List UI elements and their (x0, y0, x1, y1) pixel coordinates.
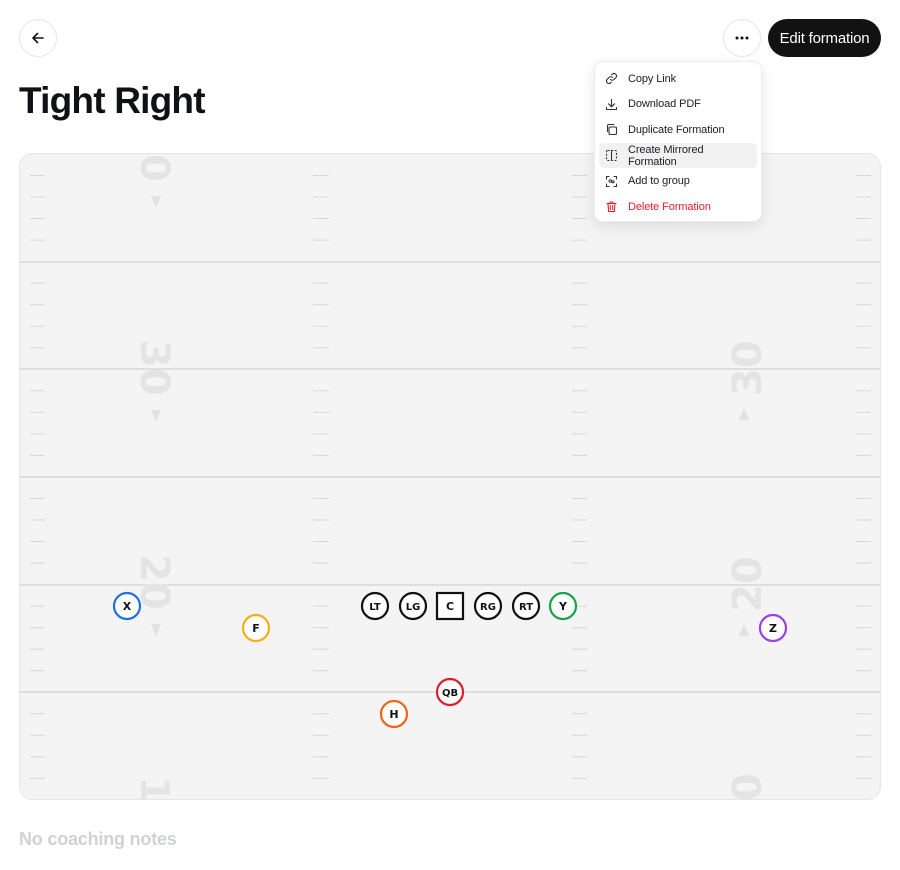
yard-number: 30 (725, 340, 771, 396)
menu-item-delete-formation[interactable]: Delete Formation (599, 194, 757, 220)
copy-icon (605, 123, 618, 136)
player-qb: QB (435, 677, 465, 707)
player-z: Z (758, 613, 788, 643)
player-label: LT (369, 602, 381, 613)
player-label: Y (558, 600, 568, 613)
player-marker (435, 677, 465, 707)
player-label: Z (769, 622, 777, 635)
trash-icon (605, 200, 618, 213)
player-f: F (241, 613, 271, 643)
player-label: H (389, 708, 398, 721)
menu-item-duplicate-formation[interactable]: Duplicate Formation (599, 117, 757, 143)
menu-item-label: Add to group (628, 175, 690, 188)
player-marker (435, 591, 465, 621)
more-options-button[interactable] (723, 19, 761, 57)
player-marker (758, 613, 788, 643)
player-label: QB (442, 688, 458, 699)
more-horizontal-icon (735, 36, 749, 40)
edit-formation-button[interactable]: Edit formation (768, 19, 881, 57)
player-label: X (123, 600, 132, 613)
player-marker (473, 591, 503, 621)
menu-item-label: Create Mirrored Formation (628, 143, 704, 168)
menu-item-label: Duplicate Formation (628, 123, 725, 136)
yard-number: 1 (131, 776, 177, 800)
yard-arrow (739, 624, 749, 636)
menu-item-add-to-group[interactable]: Add to group (599, 168, 757, 194)
arrow-left-icon (32, 32, 44, 44)
player-label: RG (480, 602, 496, 613)
mirror-icon (605, 149, 618, 162)
player-label: C (446, 600, 454, 613)
coaching-notes: No coaching notes (19, 829, 177, 849)
menu-item-copy-link[interactable]: Copy Link (599, 66, 757, 92)
player-rt: RT (511, 591, 541, 621)
yard-number: 0 (131, 154, 177, 182)
player-lg: LG (398, 591, 428, 621)
player-label: F (252, 622, 260, 635)
player-label: RT (519, 602, 533, 613)
menu-item-download-pdf[interactable]: Download PDF (599, 92, 757, 118)
player-marker (511, 591, 541, 621)
yard-number: 0 (725, 773, 771, 800)
player-marker (379, 699, 409, 729)
link-icon (605, 72, 618, 85)
menu-item-label: Download PDF (628, 98, 701, 111)
yard-arrow (739, 408, 749, 420)
player-marker (241, 613, 271, 643)
yard-number: 20 (725, 556, 771, 612)
player-lt: LT (360, 591, 390, 621)
football-field: 0 30 20 1 30 20 0 X F LT LG C RG RT Y Z QB H (19, 153, 881, 800)
yard-arrow (151, 624, 161, 636)
download-icon (605, 98, 618, 111)
formation-options-menu: Copy Link Download PDF Duplicate Formati… (594, 61, 762, 222)
page-title: Tight Right (19, 80, 206, 121)
menu-item-create-mirrored-formation[interactable]: Create Mirrored Formation (599, 142, 757, 169)
player-marker (548, 591, 578, 621)
menu-item-label: Copy Link (628, 72, 677, 85)
menu-item-label: Delete Formation (628, 200, 711, 213)
player-marker (360, 591, 390, 621)
player-marker (112, 591, 142, 621)
yard-number: 30 (131, 340, 177, 396)
player-y: Y (548, 591, 578, 621)
group-icon (605, 175, 618, 188)
player-rg: RG (473, 591, 503, 621)
yard-arrow (151, 410, 161, 422)
player-marker (398, 591, 428, 621)
player-h: H (379, 699, 409, 729)
back-button[interactable] (19, 19, 57, 57)
yard-arrow (151, 196, 161, 208)
player-c: C (435, 591, 465, 621)
player-x: X (112, 591, 142, 621)
player-label: LG (406, 602, 421, 613)
